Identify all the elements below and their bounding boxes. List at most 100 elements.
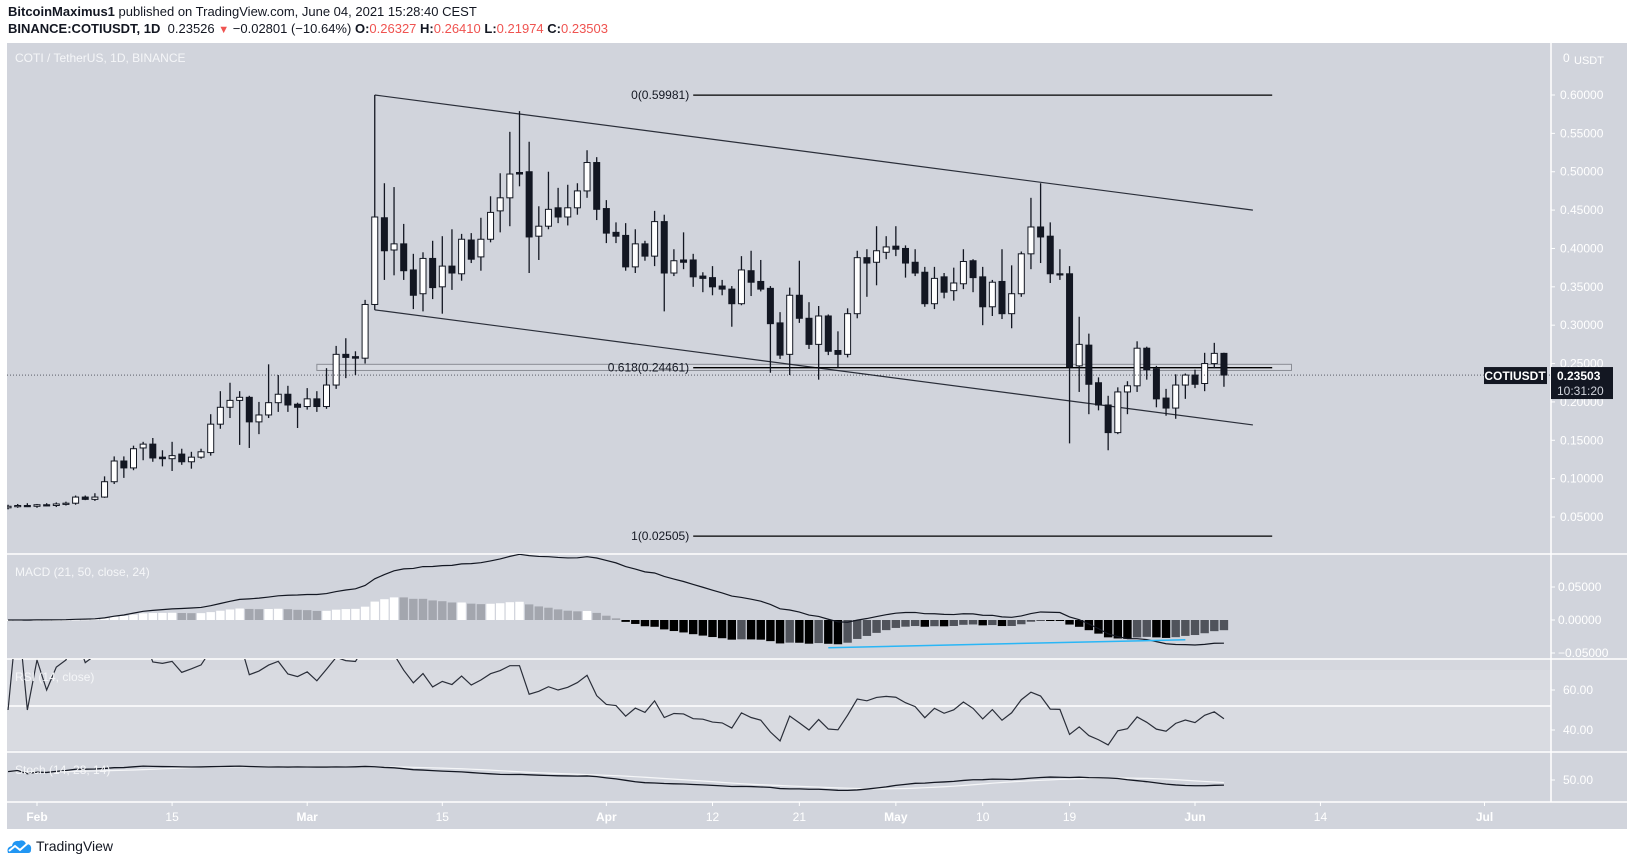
candle-body-down	[1104, 404, 1112, 434]
candle-body-down	[612, 231, 620, 237]
candle-body-down	[1056, 273, 1064, 276]
close-value: 0.23503	[561, 21, 608, 36]
low-label: L:	[484, 21, 497, 36]
candle	[1104, 395, 1112, 451]
macd-histogram-bar	[1142, 620, 1151, 637]
candle-body-down	[747, 270, 755, 283]
candle	[911, 249, 919, 277]
candle	[313, 391, 321, 412]
candle	[438, 236, 446, 314]
macd-histogram-bar	[959, 620, 968, 625]
candle-body-up	[1133, 347, 1141, 387]
stoch-k-line	[7, 765, 1224, 792]
candle	[265, 364, 273, 419]
tradingview-logo[interactable]: TradingView	[6, 838, 113, 854]
candle-body-down	[525, 171, 533, 238]
price-tick-label: 0.55000	[1560, 126, 1604, 140]
macd-histogram-bar	[110, 616, 119, 620]
candle-body-down	[689, 259, 697, 278]
candle-body-up	[438, 265, 446, 288]
candle	[226, 382, 234, 419]
candle-body-down	[1191, 374, 1199, 385]
macd-histogram-bar	[196, 613, 206, 620]
candle	[120, 456, 128, 478]
macd-histogram-bar	[621, 620, 630, 622]
macd-histogram-bar	[1046, 620, 1055, 621]
candle	[101, 476, 109, 498]
candle-body-down	[554, 207, 562, 218]
macd-histogram-bar	[399, 597, 408, 620]
macd-histogram-bar	[476, 604, 486, 620]
macd-histogram-bar	[930, 620, 939, 627]
macd-histogram-bar	[1113, 620, 1122, 639]
macd-trendline	[828, 639, 1186, 649]
candle-body-up	[873, 250, 881, 263]
macd-histogram-bar	[833, 620, 843, 645]
candle	[950, 267, 958, 301]
macd-histogram-bar	[1210, 620, 1219, 632]
candle-body-up	[390, 243, 398, 251]
macd-histogram-bar	[206, 612, 215, 620]
candle	[380, 183, 388, 280]
candle-body-up	[487, 211, 495, 240]
author-name[interactable]: BitcoinMaximus1	[8, 4, 115, 19]
macd-histogram-bar	[1132, 620, 1142, 638]
macd-histogram-bar	[1219, 620, 1229, 631]
macd-histogram-bar	[148, 613, 157, 620]
time-tick-label: May	[884, 810, 908, 824]
candle-body-down	[680, 259, 688, 263]
candle	[631, 229, 639, 274]
macd-histogram-bar	[312, 610, 322, 620]
candle-body-up	[236, 396, 244, 401]
candle	[1152, 365, 1160, 408]
macd-histogram-bar	[824, 620, 833, 644]
macd-histogram-bar	[602, 615, 611, 620]
candle	[458, 233, 466, 281]
candle-body-down	[593, 162, 601, 210]
candle	[554, 187, 562, 224]
candle-body-up	[573, 190, 581, 209]
candle-body-up	[274, 393, 282, 404]
candle	[52, 502, 60, 508]
candle-body-down	[699, 275, 707, 279]
candle-body-down	[1220, 352, 1228, 376]
candle-body-down	[245, 396, 253, 423]
candle-body-down	[149, 443, 157, 459]
candle	[959, 249, 967, 290]
macd-histogram-bar	[457, 602, 466, 620]
candle	[236, 391, 244, 445]
main-pane: 0(0.59981) 0.618(0.24461) 1(0.02505)	[7, 88, 1293, 543]
candle	[1172, 374, 1180, 419]
candle-body-down	[979, 276, 987, 308]
high-label: H:	[420, 21, 434, 36]
macd-histogram-bar	[882, 620, 891, 631]
candle	[487, 196, 495, 243]
candle-body-down	[998, 280, 1006, 315]
channel-upper-line	[374, 94, 1253, 211]
macd-histogram-bar	[81, 619, 90, 621]
candle-body-down	[1066, 273, 1074, 368]
time-tick-label: 21	[793, 810, 807, 824]
macd-histogram-bar	[756, 620, 765, 640]
candle-body-down	[294, 403, 302, 408]
candle-body-up	[7, 505, 12, 509]
candle-body-up	[52, 503, 60, 507]
macd-tick-label: −0.05000	[1558, 646, 1609, 660]
candle	[506, 131, 514, 227]
candle-body-up	[631, 243, 639, 268]
macd-histogram-bar	[418, 598, 428, 620]
candle-body-down	[660, 221, 668, 274]
macd-histogram-bar	[1094, 620, 1103, 634]
candle-body-up	[1172, 384, 1180, 409]
candle	[139, 441, 147, 461]
fib-level-label: 0(0.59981)	[631, 88, 689, 102]
candle	[979, 266, 987, 326]
candle-body-up	[1114, 391, 1122, 434]
candle	[158, 450, 166, 467]
candle-body-down	[940, 276, 948, 293]
candle-body-up	[130, 448, 137, 469]
macd-histogram-bar	[988, 620, 997, 626]
candle	[1143, 346, 1151, 380]
macd-histogram-bar	[370, 601, 379, 620]
